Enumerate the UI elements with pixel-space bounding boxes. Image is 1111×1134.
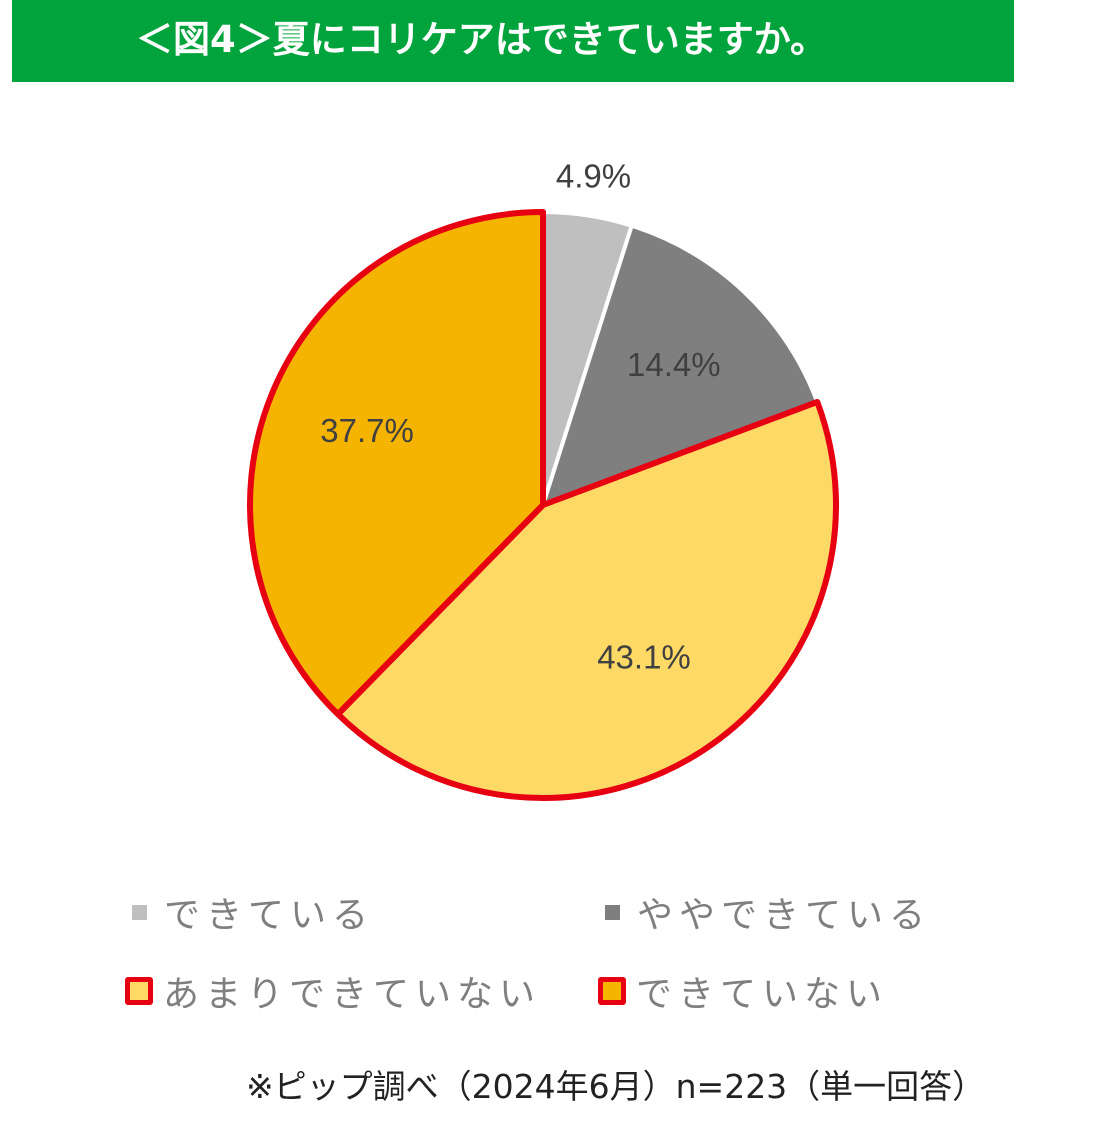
pie-slice-yaya-dekiteiru — [541, 223, 820, 507]
pie-chart: 4.9% 14.4% 43.1% 37.7% — [247, 158, 839, 801]
legend-label-amari-dekiteinai: あまりできていない — [163, 974, 542, 1015]
legend-item-dekiteiru: できている — [132, 890, 374, 936]
legend-label-dekiteinai: できていない — [636, 974, 889, 1015]
legend-label-dekiteiru: できている — [164, 895, 375, 936]
data-label-dekiteinai: 37.7% — [320, 412, 414, 449]
chart-title: ＜図4＞夏にコリケアはできていますか。 — [12, 0, 1014, 82]
legend-item-amari-dekiteinai: あまりできていない — [125, 969, 541, 1015]
data-label-amari-dekiteinai: 43.1% — [597, 639, 691, 676]
pie-highlight-outline — [247, 209, 839, 801]
legend-swatch-dekiteiru — [132, 904, 147, 920]
legend-swatch-yaya-dekiteiru — [605, 904, 620, 920]
legend-item-yaya-dekiteiru: ややできている — [605, 890, 931, 936]
legend-swatch-dekiteinai — [598, 977, 626, 1005]
legend-item-dekiteinai: できていない — [598, 969, 888, 1015]
data-label-dekiteiru: 4.9% — [556, 158, 631, 195]
data-label-yaya-dekiteiru: 14.4% — [627, 346, 721, 383]
source-footnote: ※ピップ調べ（2024年6月）n=223（単一回答） — [246, 1067, 986, 1106]
outline-segment-0 — [334, 398, 839, 801]
pie-data-labels: 4.9% 14.4% 43.1% 37.7% — [320, 158, 720, 676]
outline-segment-1 — [247, 209, 546, 718]
legend-label-yaya-dekiteiru: ややできている — [637, 895, 932, 936]
legend-swatch-amari-dekiteinai — [125, 977, 153, 1005]
